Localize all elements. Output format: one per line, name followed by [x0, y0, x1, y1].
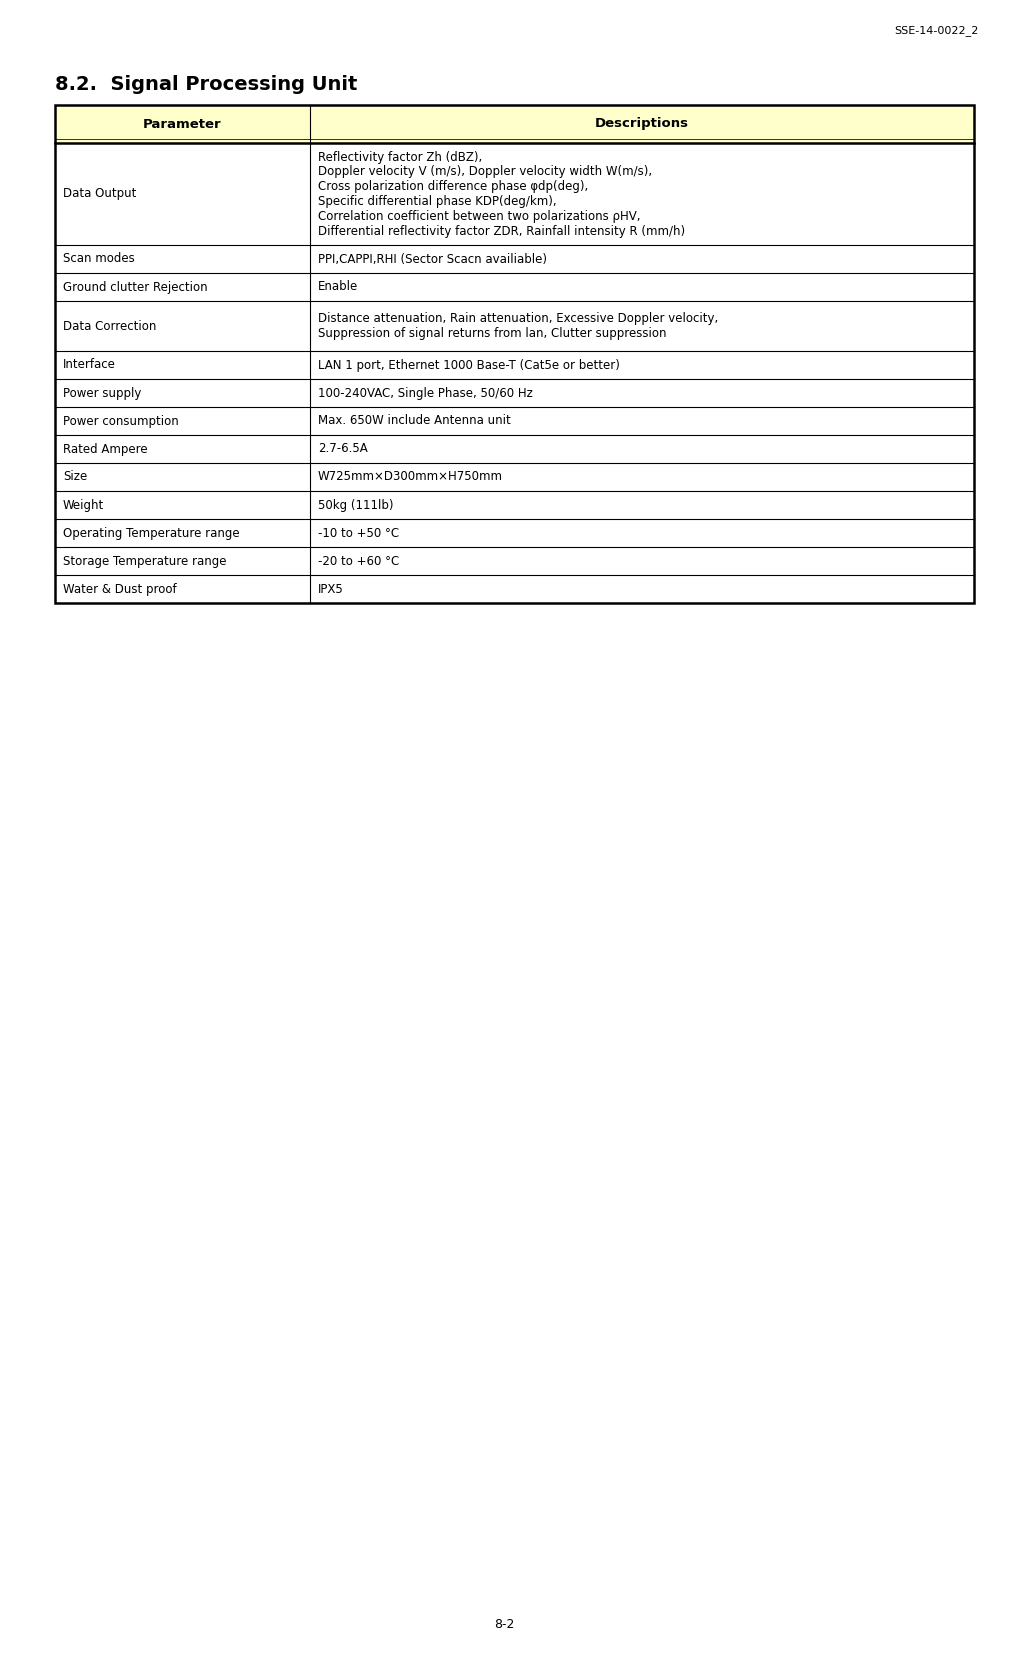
Text: -20 to +60 °C: -20 to +60 °C	[318, 554, 400, 567]
Text: Scan modes: Scan modes	[63, 253, 135, 266]
Text: Data Correction: Data Correction	[63, 319, 156, 332]
Text: Data Output: Data Output	[63, 187, 136, 200]
Text: Power consumption: Power consumption	[63, 415, 179, 428]
Text: Distance attenuation, Rain attenuation, Excessive Doppler velocity,: Distance attenuation, Rain attenuation, …	[318, 312, 718, 326]
Text: Correlation coefficient between two polarizations ρHV,: Correlation coefficient between two pola…	[318, 210, 641, 223]
Text: Descriptions: Descriptions	[595, 117, 689, 131]
Text: Storage Temperature range: Storage Temperature range	[63, 554, 226, 567]
Text: IPX5: IPX5	[318, 582, 344, 595]
Text: -10 to +50 °C: -10 to +50 °C	[318, 527, 400, 539]
Text: Operating Temperature range: Operating Temperature range	[63, 527, 239, 539]
Text: 100-240VAC, Single Phase, 50/60 Hz: 100-240VAC, Single Phase, 50/60 Hz	[318, 387, 533, 400]
Text: Rated Ampere: Rated Ampere	[63, 443, 147, 456]
Text: SSE-14-0022_2: SSE-14-0022_2	[895, 25, 979, 36]
Text: Differential reflectivity factor ZDR, Rainfall intensity R (mm/h): Differential reflectivity factor ZDR, Ra…	[318, 225, 685, 238]
Text: Reflectivity factor Zh (dBZ),: Reflectivity factor Zh (dBZ),	[318, 150, 482, 164]
Text: Power supply: Power supply	[63, 387, 141, 400]
Text: 2.7-6.5A: 2.7-6.5A	[318, 443, 367, 456]
Text: 8.2.  Signal Processing Unit: 8.2. Signal Processing Unit	[55, 74, 357, 94]
Text: Suppression of signal returns from lan, Clutter suppression: Suppression of signal returns from lan, …	[318, 327, 667, 341]
Text: Cross polarization difference phase φdp(deg),: Cross polarization difference phase φdp(…	[318, 180, 588, 193]
Text: Size: Size	[63, 471, 87, 483]
Text: PPI,CAPPI,RHI (Sector Scacn availiable): PPI,CAPPI,RHI (Sector Scacn availiable)	[318, 253, 547, 266]
Text: Weight: Weight	[63, 499, 104, 511]
Bar	[55, 106, 974, 603]
Text: Doppler velocity V (m/s), Doppler velocity width W(m/s),: Doppler velocity V (m/s), Doppler veloci…	[318, 165, 652, 179]
Bar	[55, 106, 974, 144]
Text: 8-2: 8-2	[494, 1618, 515, 1632]
Text: Enable: Enable	[318, 281, 358, 294]
Text: 50kg (111lb): 50kg (111lb)	[318, 499, 394, 511]
Text: Interface: Interface	[63, 359, 116, 372]
Text: LAN 1 port, Ethernet 1000 Base-T (Cat5e or better): LAN 1 port, Ethernet 1000 Base-T (Cat5e …	[318, 359, 620, 372]
Text: Ground clutter Rejection: Ground clutter Rejection	[63, 281, 208, 294]
Text: Water & Dust proof: Water & Dust proof	[63, 582, 177, 595]
Text: Parameter: Parameter	[143, 117, 222, 131]
Text: Specific differential phase KDP(deg/km),: Specific differential phase KDP(deg/km),	[318, 195, 557, 208]
Text: Max. 650W include Antenna unit: Max. 650W include Antenna unit	[318, 415, 511, 428]
Text: W725mm×D300mm×H750mm: W725mm×D300mm×H750mm	[318, 471, 503, 483]
